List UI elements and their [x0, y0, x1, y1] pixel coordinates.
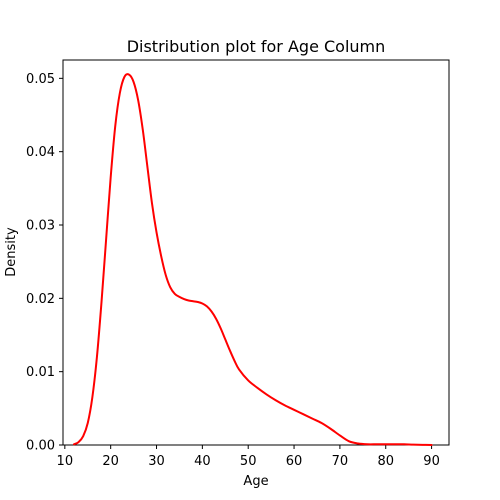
- chart-title: Distribution plot for Age Column: [127, 37, 386, 56]
- y-axis-label: Density: [4, 227, 19, 277]
- x-tick-label: 50: [240, 454, 257, 469]
- y-tick-label: 0.00: [26, 439, 55, 454]
- x-tick-label: 20: [102, 454, 119, 469]
- x-tick-label: 40: [194, 454, 211, 469]
- x-tick-label: 70: [332, 454, 349, 469]
- x-tick-label: 30: [148, 454, 165, 469]
- x-axis: 10 20 30 40 50 60 70 80 90: [57, 445, 440, 469]
- x-tick-label: 90: [423, 454, 440, 469]
- x-tick-label: 10: [57, 454, 74, 469]
- x-tick-label: 80: [377, 454, 394, 469]
- y-axis: 0.00 0.01 0.02 0.03 0.04 0.05: [26, 72, 63, 454]
- kde-line: [73, 73, 433, 446]
- y-tick-label: 0.02: [26, 292, 55, 307]
- y-tick-label: 0.04: [26, 145, 55, 160]
- plot-frame: [62, 59, 450, 446]
- y-tick-label: 0.03: [26, 219, 55, 234]
- y-tick-label: 0.05: [26, 72, 55, 87]
- x-axis-label: Age: [243, 474, 268, 489]
- y-tick-label: 0.01: [26, 365, 55, 380]
- x-tick-label: 60: [286, 454, 303, 469]
